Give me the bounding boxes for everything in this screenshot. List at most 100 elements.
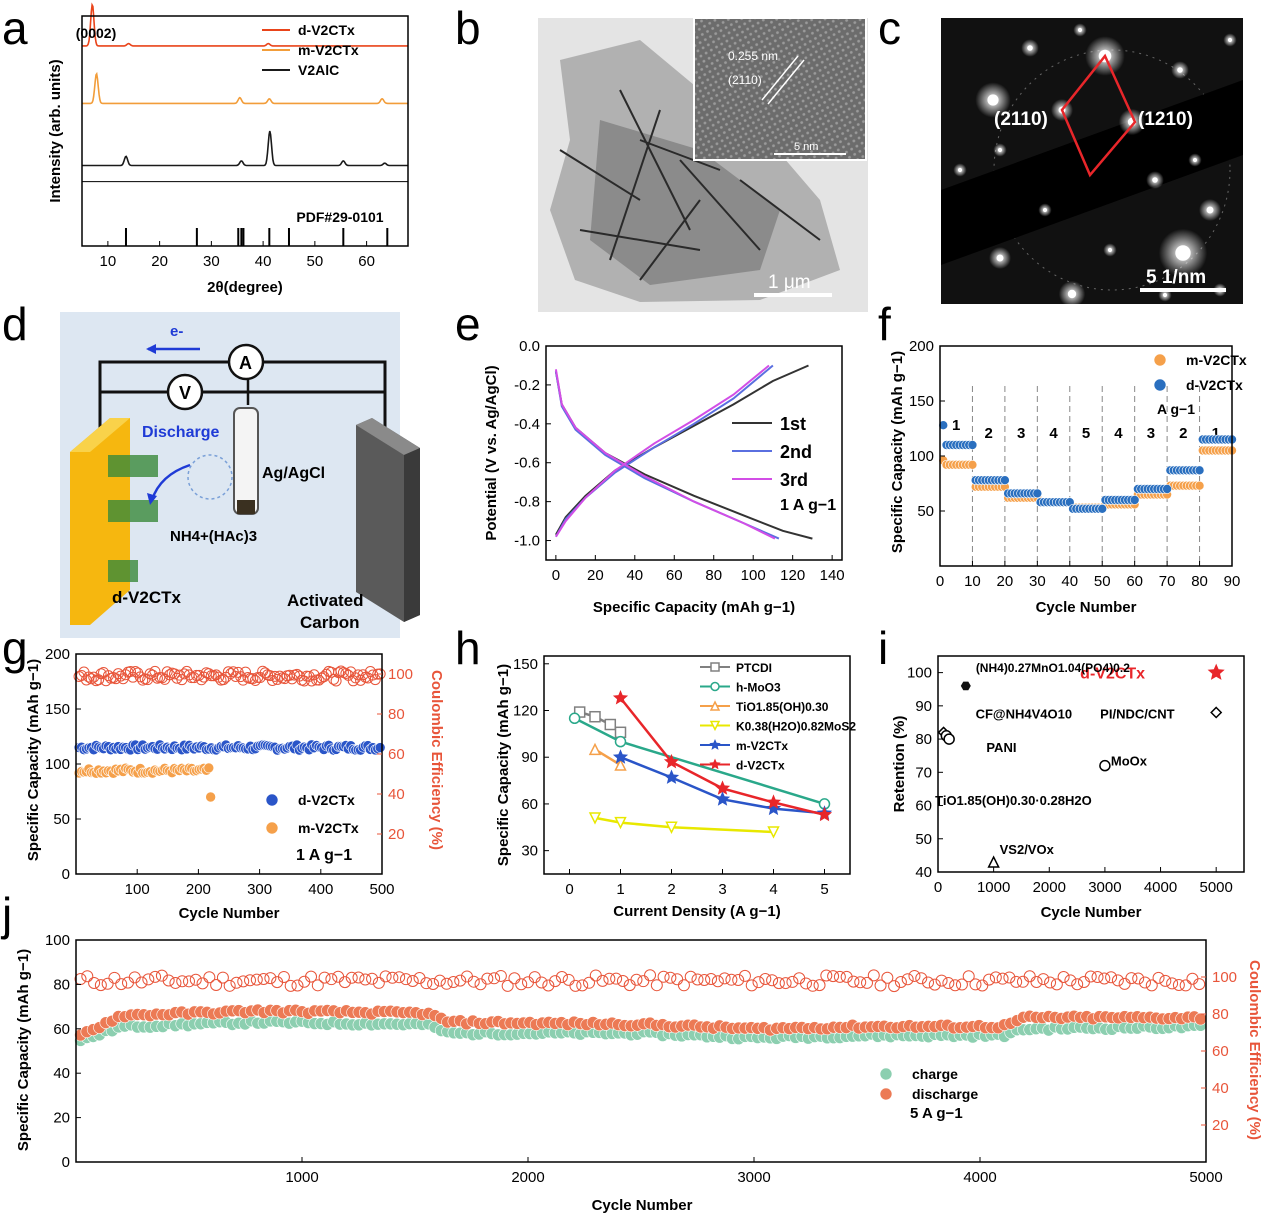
efficiency-point	[799, 977, 812, 990]
data-point	[816, 806, 833, 822]
y-tick-label: 90	[521, 749, 538, 766]
diffraction-spot	[997, 147, 1003, 153]
rate-note: 1 A g−1	[780, 497, 836, 514]
data-point	[1099, 759, 1111, 772]
axis-label: Cycle Number	[1041, 904, 1142, 921]
spot-label-right: (1210)	[1138, 109, 1193, 130]
data-point	[663, 769, 680, 784]
efficiency-point	[901, 973, 914, 986]
y-tick-label: -0.4	[514, 416, 540, 433]
data-point	[612, 749, 629, 764]
data-point	[589, 710, 601, 723]
efficiency-point	[691, 973, 704, 986]
chart-j-long-cycling: 1000 2000 3000 4000 5000 0 20 40 60 80 100 20 40 60 80…	[15, 932, 1263, 1214]
y-tick-label: -0.2	[514, 377, 540, 394]
efficiency-point	[603, 972, 616, 985]
efficiency-point	[725, 973, 738, 986]
legend-entry: 2nd	[780, 442, 812, 462]
efficiency-point	[1111, 974, 1124, 987]
efficiency-point	[1125, 972, 1138, 985]
inset-spacing-label: 0.255 nm	[728, 49, 778, 63]
efficiency-point	[935, 974, 948, 987]
efficiency-point	[583, 976, 596, 989]
efficiency-point	[257, 972, 270, 985]
y-tick-label: 60	[53, 1021, 70, 1038]
x-tick-label: 50	[1094, 573, 1111, 590]
efficiency-point	[1152, 971, 1165, 984]
efficiency-point	[88, 976, 101, 989]
efficiency-point	[562, 973, 575, 986]
anode-label-1: Activated	[287, 591, 364, 610]
axis-label: Specific Capacity (mAh g−1)	[889, 351, 906, 553]
plot-frame	[81, 15, 409, 247]
efficiency-point	[542, 979, 555, 992]
y-tick-label: 30	[521, 843, 538, 860]
data-point	[1194, 465, 1205, 476]
rate-label: 1	[952, 417, 960, 434]
axis-label: Intensity (arb. units)	[47, 59, 64, 202]
ion-complex-icon	[187, 454, 233, 500]
x-tick-label: 1	[616, 881, 624, 898]
data-point	[767, 826, 780, 839]
efficiency-point	[1118, 977, 1131, 990]
legend-swatch	[879, 1067, 893, 1081]
x-tick-label: 90	[1224, 573, 1241, 590]
unit-cell-outline	[1060, 53, 1137, 178]
plot-frame	[937, 655, 1245, 873]
diffraction-spot	[1027, 45, 1033, 51]
efficiency-point	[664, 971, 677, 984]
efficiency-point	[433, 974, 446, 987]
efficiency-point	[277, 970, 290, 983]
data-point	[938, 420, 949, 431]
ammeter-label: A	[239, 353, 252, 373]
data-point	[614, 816, 627, 830]
ion-arrow-icon	[147, 493, 157, 505]
efficiency-point	[178, 668, 190, 680]
data-point	[1207, 663, 1225, 680]
data-point	[943, 733, 955, 745]
efficiency-point	[1057, 970, 1070, 983]
efficiency-point	[983, 973, 996, 986]
y-tick-label: 80	[915, 731, 932, 748]
y-tick-label: -0.8	[514, 494, 540, 511]
efficiency-point	[569, 979, 582, 992]
x-tick-label: 60	[666, 567, 683, 584]
efficiency-point	[1010, 975, 1023, 988]
efficiency-point	[867, 969, 880, 982]
efficiency-point	[1064, 974, 1077, 987]
efficiency-point	[203, 971, 216, 984]
panel-label-b: b	[455, 2, 481, 54]
axis-label: Current Density (A g−1)	[613, 903, 780, 920]
efficiency-point	[196, 977, 209, 990]
panel-label-j: j	[0, 888, 12, 940]
legend-entry: d-V2CTx	[736, 759, 785, 773]
data-point	[663, 753, 680, 769]
x-tick-label: 500	[369, 881, 394, 898]
x-tick-label: 0	[552, 567, 560, 584]
legend-entry: d-V2CTx	[298, 22, 355, 38]
x-tick-label: 300	[247, 881, 272, 898]
y-tick-label: 40	[388, 786, 405, 803]
x-tick-label: 120	[780, 567, 805, 584]
efficiency-point	[372, 976, 385, 989]
efficiency-point	[134, 671, 146, 683]
efficiency-point	[454, 974, 467, 987]
y-tick-label: 90	[915, 698, 932, 715]
legend-entry: m-V2CTx	[298, 42, 359, 58]
efficiency-point	[135, 976, 148, 989]
efficiency-point	[94, 979, 107, 992]
y-tick-label: 150	[909, 393, 934, 410]
legend-entry: m-V2CTx	[1186, 352, 1247, 368]
x-tick-label: 5000	[1189, 1169, 1222, 1186]
data-point	[588, 812, 602, 825]
scale-label: 5 1/nm	[1146, 267, 1206, 288]
diffraction-spot	[1162, 292, 1168, 298]
x-tick-label: 50	[307, 253, 324, 270]
legend-entry: d-V2CTx	[298, 792, 355, 808]
efficiency-point	[467, 975, 480, 988]
voltmeter-label: V	[179, 383, 191, 403]
legend-entry: TiO1.85(OH)0.30	[736, 700, 829, 714]
point-label: MoOx	[1111, 754, 1148, 769]
reference-electrode-icon	[233, 407, 259, 515]
x-tick-label: 4000	[963, 1169, 996, 1186]
